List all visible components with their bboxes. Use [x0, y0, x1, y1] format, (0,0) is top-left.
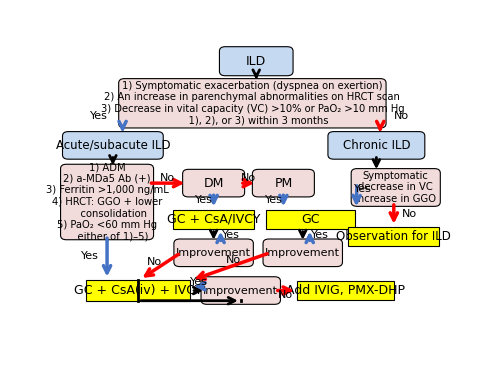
FancyBboxPatch shape [297, 281, 394, 300]
FancyBboxPatch shape [174, 239, 254, 267]
Text: Yes: Yes [190, 277, 208, 287]
Text: Acute/subacute ILD: Acute/subacute ILD [56, 139, 170, 152]
Text: Improvement: Improvement [203, 285, 278, 296]
Text: 1) ADM
2) a-MDa5 Ab (+)
3) Ferritin >1,000 ng/mL
4) HRCT: GGO + lower
    consol: 1) ADM 2) a-MDa5 Ab (+) 3) Ferritin >1,0… [46, 162, 168, 242]
Text: Yes: Yes [354, 184, 372, 194]
Text: Yes: Yes [82, 251, 100, 261]
Text: Add IVIG, PMX-DHP: Add IVIG, PMX-DHP [286, 284, 405, 297]
Text: No: No [278, 290, 293, 300]
Text: 1) Symptomatic exacerbation (dyspnea on exertion)
2) An increase in parenchymal : 1) Symptomatic exacerbation (dyspnea on … [100, 81, 404, 126]
Text: Yes: Yes [195, 195, 213, 205]
Text: Yes: Yes [90, 111, 108, 121]
Text: No: No [147, 256, 162, 267]
Text: DM: DM [204, 177, 224, 190]
Text: No: No [226, 255, 240, 265]
Text: GC: GC [301, 213, 320, 226]
Text: No: No [402, 208, 417, 219]
Text: Chronic ILD: Chronic ILD [342, 139, 410, 152]
Text: Yes: Yes [265, 195, 282, 205]
Text: GC + CsA(iv) + IVCY: GC + CsA(iv) + IVCY [74, 284, 202, 297]
Text: PM: PM [274, 177, 292, 190]
FancyBboxPatch shape [351, 169, 440, 206]
FancyBboxPatch shape [62, 132, 163, 159]
FancyBboxPatch shape [201, 277, 280, 304]
FancyBboxPatch shape [266, 210, 355, 229]
Text: No: No [160, 173, 176, 183]
Text: Yes: Yes [222, 230, 240, 241]
Text: No: No [241, 173, 256, 183]
Text: No: No [394, 111, 409, 121]
FancyBboxPatch shape [220, 47, 293, 76]
Text: Symptomatic
decrease in VC
increase in GGO: Symptomatic decrease in VC increase in G… [355, 171, 436, 204]
Text: Improvement: Improvement [176, 248, 251, 258]
Text: Yes: Yes [311, 230, 329, 241]
Text: ILD: ILD [246, 55, 266, 68]
FancyBboxPatch shape [348, 227, 440, 246]
FancyBboxPatch shape [328, 132, 425, 159]
FancyBboxPatch shape [86, 280, 190, 301]
FancyBboxPatch shape [263, 239, 342, 267]
Text: GC + CsA/IVCY: GC + CsA/IVCY [167, 213, 260, 226]
FancyBboxPatch shape [252, 169, 314, 197]
FancyBboxPatch shape [173, 210, 254, 229]
Text: Observation for ILD: Observation for ILD [336, 230, 451, 243]
FancyBboxPatch shape [182, 169, 244, 197]
FancyBboxPatch shape [118, 79, 386, 128]
Text: Improvement: Improvement [265, 248, 340, 258]
FancyBboxPatch shape [60, 164, 154, 240]
